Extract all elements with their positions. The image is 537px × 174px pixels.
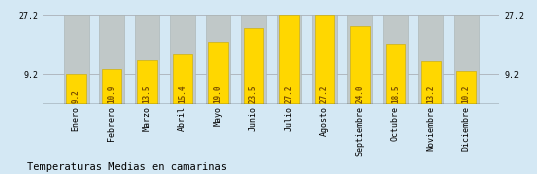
Bar xyxy=(315,15,334,104)
Bar xyxy=(64,15,89,104)
Bar xyxy=(383,15,408,104)
Bar xyxy=(173,54,192,104)
Bar xyxy=(277,15,301,104)
Bar xyxy=(67,74,86,104)
Bar xyxy=(208,42,228,104)
Text: 19.0: 19.0 xyxy=(214,85,222,103)
Bar xyxy=(418,15,443,104)
Text: 10.2: 10.2 xyxy=(462,85,471,103)
Text: 18.5: 18.5 xyxy=(391,85,400,103)
Text: 13.5: 13.5 xyxy=(142,85,151,103)
Text: 9.2: 9.2 xyxy=(71,89,81,103)
Bar xyxy=(135,15,159,104)
Bar xyxy=(137,60,157,104)
Text: 27.2: 27.2 xyxy=(285,85,293,103)
Bar xyxy=(350,26,369,104)
Bar xyxy=(454,15,478,104)
Bar xyxy=(244,27,263,104)
Bar xyxy=(279,15,299,104)
Text: 27.2: 27.2 xyxy=(320,85,329,103)
Text: 24.0: 24.0 xyxy=(355,85,364,103)
Bar xyxy=(386,44,405,104)
Bar xyxy=(347,15,372,104)
Text: 23.5: 23.5 xyxy=(249,85,258,103)
Text: 13.2: 13.2 xyxy=(426,85,436,103)
Text: 10.9: 10.9 xyxy=(107,85,116,103)
Bar xyxy=(170,15,195,104)
Text: 15.4: 15.4 xyxy=(178,85,187,103)
Bar xyxy=(241,15,266,104)
Bar xyxy=(312,15,337,104)
Text: Temperaturas Medias en camarinas: Temperaturas Medias en camarinas xyxy=(27,162,227,172)
Bar xyxy=(206,15,230,104)
Bar xyxy=(456,71,476,104)
Bar xyxy=(421,61,440,104)
Bar xyxy=(99,15,124,104)
Bar xyxy=(102,69,121,104)
